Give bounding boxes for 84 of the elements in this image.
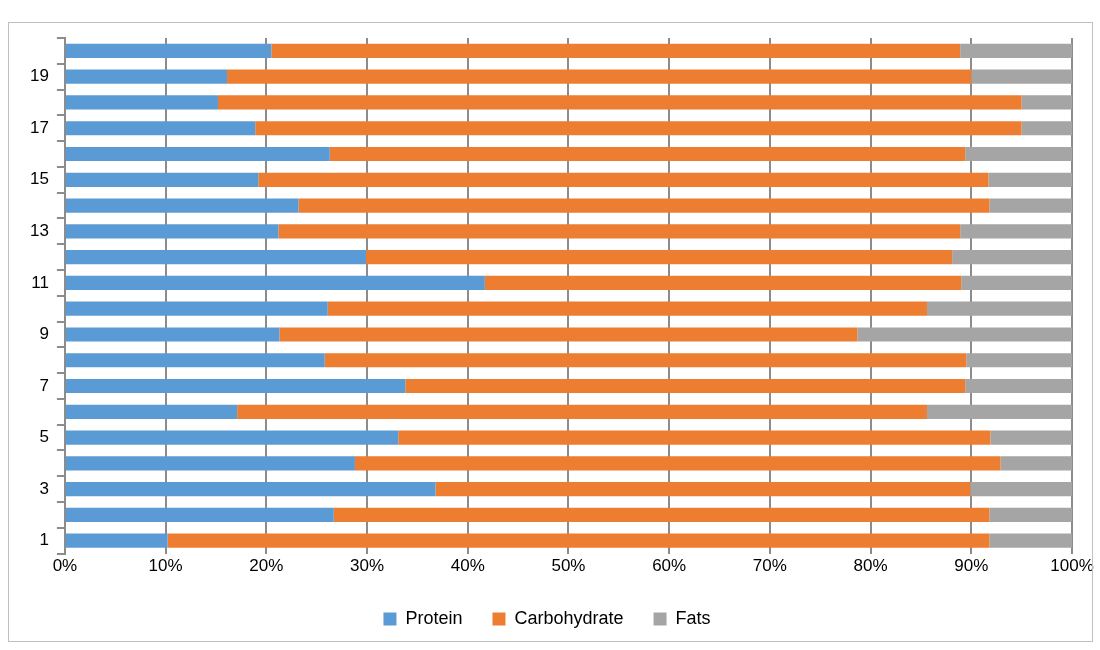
x-tick-label: 0% xyxy=(52,556,78,576)
x-tick-label: 40% xyxy=(450,556,485,576)
bar xyxy=(278,224,961,239)
y-tick-label: 11 xyxy=(31,272,49,292)
bar xyxy=(484,275,962,290)
x-tick-label: 30% xyxy=(350,556,385,576)
bar xyxy=(258,172,989,187)
bar xyxy=(961,275,1072,290)
bar xyxy=(65,275,485,290)
bar xyxy=(65,224,279,239)
bar xyxy=(65,327,280,342)
bar xyxy=(327,301,927,316)
bar xyxy=(65,146,330,162)
bar xyxy=(960,43,1072,58)
y-tick-label: 17 xyxy=(29,117,49,137)
y-tick-label: 7 xyxy=(39,375,49,395)
bar xyxy=(989,198,1072,213)
y-tick-label: 19 xyxy=(29,66,49,86)
bar xyxy=(965,146,1072,162)
bar xyxy=(333,507,990,523)
legend-label: Fats xyxy=(675,607,711,628)
bar xyxy=(298,198,990,213)
bar xyxy=(65,198,299,213)
bar xyxy=(857,327,1072,342)
bar xyxy=(65,250,367,265)
x-tick-label: 60% xyxy=(652,556,687,576)
bar xyxy=(1021,95,1072,110)
bar xyxy=(65,430,399,445)
bar xyxy=(65,172,259,187)
bar xyxy=(354,456,1001,471)
x-tick-label: 50% xyxy=(551,556,586,576)
bar xyxy=(989,507,1072,523)
bar xyxy=(65,69,228,84)
bar xyxy=(926,301,1072,316)
bar xyxy=(271,43,961,58)
bar xyxy=(990,430,1072,445)
bar xyxy=(65,121,256,136)
legend-label: Carbohydrate xyxy=(514,607,624,628)
bar xyxy=(65,404,238,419)
bar xyxy=(279,327,858,342)
x-tick-label: 20% xyxy=(249,556,284,576)
y-tick-label: 9 xyxy=(39,324,49,344)
y-tick-label: 3 xyxy=(39,478,49,498)
x-tick-label: 10% xyxy=(148,556,183,576)
bar xyxy=(966,353,1072,368)
bar xyxy=(237,404,927,419)
bar xyxy=(971,69,1072,84)
y-tick-label: 5 xyxy=(39,427,49,447)
bar xyxy=(970,482,1072,497)
bar xyxy=(926,404,1072,419)
bar xyxy=(65,456,355,471)
bar xyxy=(1000,456,1072,471)
bar xyxy=(965,378,1072,394)
bar xyxy=(255,121,1022,136)
bar xyxy=(65,353,325,368)
bar xyxy=(952,250,1072,265)
bar xyxy=(65,95,218,110)
bar xyxy=(988,172,1072,187)
y-tick-label: 13 xyxy=(29,221,49,241)
bar xyxy=(989,533,1072,548)
bar xyxy=(366,250,953,265)
y-tick-label: 15 xyxy=(29,169,49,189)
bar xyxy=(227,69,972,84)
bar xyxy=(435,482,971,497)
bar xyxy=(65,301,328,316)
legend-label: Protein xyxy=(405,607,463,628)
bar xyxy=(65,43,272,58)
bar xyxy=(167,533,990,548)
bar xyxy=(65,378,406,394)
bar xyxy=(65,533,168,548)
bar xyxy=(1021,121,1072,136)
bar xyxy=(398,430,991,445)
bar xyxy=(960,224,1072,239)
bar xyxy=(405,378,966,394)
bar xyxy=(329,146,966,162)
bar xyxy=(65,507,334,523)
y-tick-label: 1 xyxy=(39,530,49,550)
bar xyxy=(217,95,1022,110)
x-tick-label: 100% xyxy=(1050,556,1094,576)
bar xyxy=(324,353,967,368)
x-tick-label: 70% xyxy=(752,556,787,576)
bar xyxy=(65,482,436,497)
x-tick-label: 80% xyxy=(853,556,888,576)
x-tick-label: 90% xyxy=(954,556,989,576)
